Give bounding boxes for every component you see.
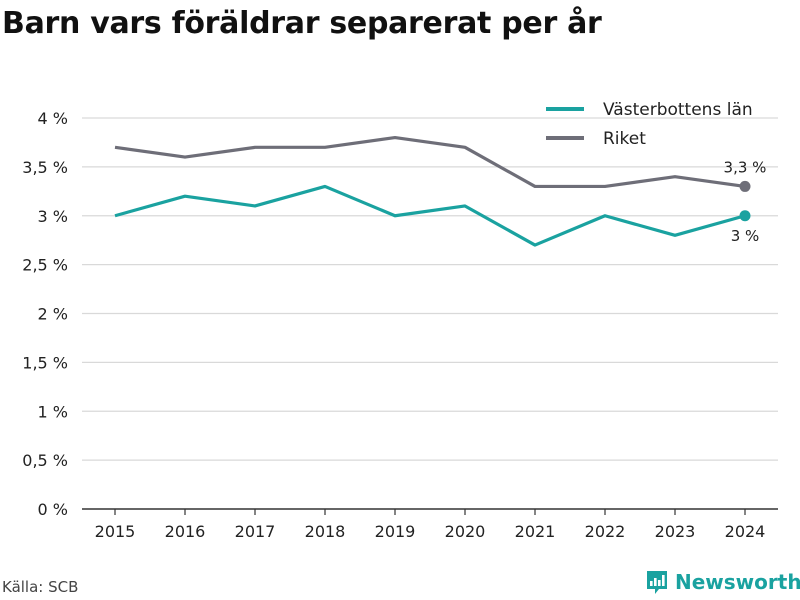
y-tick-label: 2 % xyxy=(38,305,68,324)
y-tick-label: 2,5 % xyxy=(22,256,68,275)
series-end-marker xyxy=(739,210,751,222)
series-line xyxy=(114,184,746,247)
series-lines: 3,3 % 3 % xyxy=(114,135,767,247)
gridlines xyxy=(82,117,778,461)
series-line xyxy=(114,135,746,189)
x-tick-label: 2016 xyxy=(165,522,206,541)
y-tick-label: 0,5 % xyxy=(22,451,68,470)
legend-label: Västerbottens län xyxy=(603,100,753,120)
x-tick-label: 2024 xyxy=(725,522,766,541)
x-tick-label: 2018 xyxy=(305,522,346,541)
x-axis: 2015 2016 2017 2018 2019 2020 2021 2022 2023 2024 xyxy=(82,508,778,541)
y-tick-label: 0 % xyxy=(38,500,68,519)
series-end-marker xyxy=(739,180,751,192)
y-tick-label: 3,5 % xyxy=(22,158,68,177)
legend-label: Riket xyxy=(603,129,646,149)
y-tick-label: 3 % xyxy=(38,207,68,226)
y-axis-tick-labels: 0 % 0,5 % 1 % 1,5 % 2 % 2,5 % 3 % 3,5 % 4 % xyxy=(22,109,68,519)
x-tick-label: 2015 xyxy=(95,522,136,541)
chart-title: Barn vars föräldrar separerat per år xyxy=(2,6,602,41)
brand-logo: Newsworthy xyxy=(645,569,800,595)
y-tick-label: 1,5 % xyxy=(22,353,68,372)
x-tick-label: 2019 xyxy=(375,522,416,541)
newsworthy-logo-icon xyxy=(647,571,667,594)
y-tick-label: 4 % xyxy=(38,109,68,128)
brand-name: Newsworthy xyxy=(675,570,800,594)
series-end-label: 3,3 % xyxy=(724,158,767,176)
legend: Västerbottens län Riket xyxy=(546,100,753,149)
x-tick-label: 2021 xyxy=(515,522,556,541)
x-tick-label: 2023 xyxy=(655,522,696,541)
x-tick-label: 2022 xyxy=(585,522,626,541)
x-tick-label: 2020 xyxy=(445,522,486,541)
series-end-label: 3 % xyxy=(731,227,760,245)
x-tick-label: 2017 xyxy=(235,522,276,541)
source-note: Källa: SCB xyxy=(2,578,79,596)
y-tick-label: 1 % xyxy=(38,402,68,421)
